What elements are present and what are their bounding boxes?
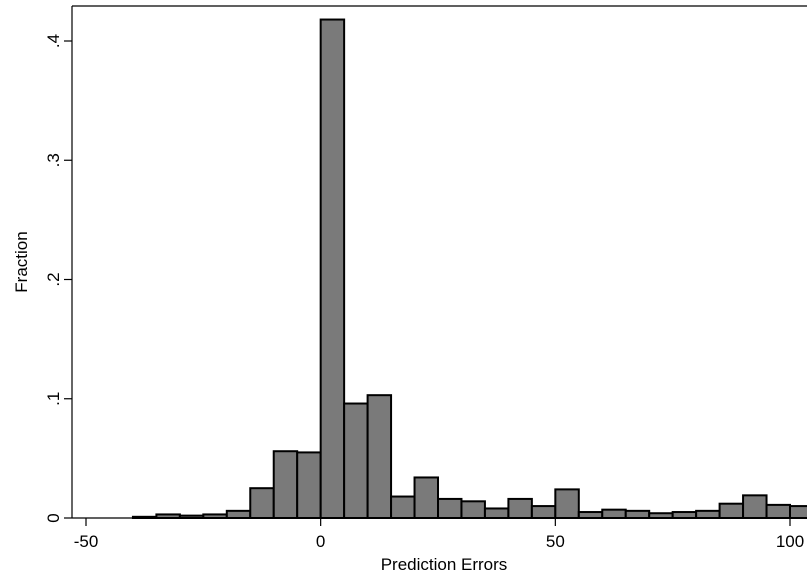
y-tick-label: .1 <box>44 392 63 406</box>
y-tick-label: .2 <box>44 272 63 286</box>
x-axis-ticks: -50 0 50 100 <box>74 518 804 551</box>
histogram-bar <box>390 495 416 520</box>
histogram-bar <box>742 494 768 519</box>
histogram-bar <box>765 503 791 520</box>
y-tick-label: 0 <box>44 513 63 522</box>
histogram-bar <box>624 509 651 520</box>
bars-group <box>131 18 807 520</box>
histogram-bar <box>319 18 346 519</box>
y-axis-title: Fraction <box>12 231 31 292</box>
histogram-bar <box>695 509 721 520</box>
histogram-bar <box>413 476 439 519</box>
x-tick-label: 100 <box>776 532 804 551</box>
histogram-bar <box>225 509 252 520</box>
histogram-bar <box>272 450 299 519</box>
histogram-bar <box>554 488 580 520</box>
histogram-bar <box>296 451 322 520</box>
histogram-bar <box>343 402 369 519</box>
y-axis-ticks: 0 .1 .2 .3 .4 <box>44 34 72 523</box>
histogram-bar <box>249 487 275 519</box>
y-tick-label: .4 <box>44 34 63 48</box>
histogram-bar <box>437 497 463 520</box>
histogram-bar <box>601 508 627 519</box>
histogram-bar <box>577 511 604 519</box>
histogram-bar <box>789 505 807 520</box>
x-tick-label: -50 <box>74 532 99 551</box>
histogram-bar <box>648 512 674 519</box>
histogram-bar <box>530 505 557 520</box>
x-tick-label: 0 <box>316 532 325 551</box>
histogram-bar <box>507 497 533 520</box>
histogram-bar <box>671 511 698 519</box>
histogram-bar <box>483 507 510 519</box>
x-axis-title: Prediction Errors <box>381 555 508 574</box>
histogram-bar <box>460 500 486 519</box>
x-tick-label: 50 <box>546 532 565 551</box>
histogram-bar <box>366 394 393 519</box>
y-tick-label: .3 <box>44 153 63 167</box>
histogram-bar <box>718 502 745 520</box>
